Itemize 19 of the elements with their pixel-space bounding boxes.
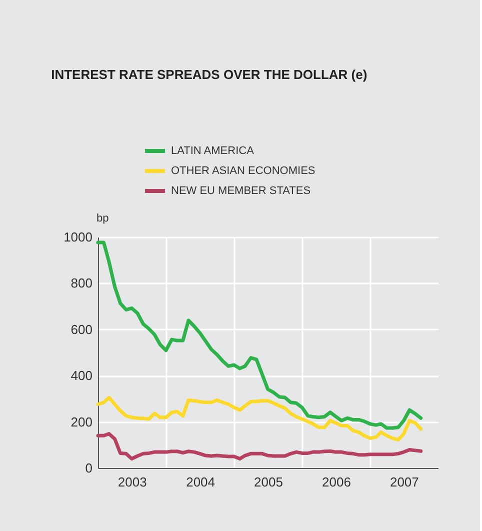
line-series	[96, 396, 423, 442]
y-tick-label: 600	[70, 322, 92, 337]
legend-label: LATIN AMERICA	[171, 145, 255, 157]
x-tick-label: 2005	[254, 474, 283, 490]
y-tick-label: 800	[70, 276, 92, 291]
line-series	[96, 432, 423, 461]
y-axis-title: bp	[96, 212, 109, 224]
x-tick-label: 2006	[322, 474, 351, 490]
legend-label: NEW EU MEMBER STATES	[171, 185, 311, 197]
x-tick-label: 2004	[186, 474, 215, 490]
y-tick-label: 200	[70, 414, 92, 430]
chart-title: INTEREST RATE SPREADS OVER THE DOLLAR (e)	[51, 67, 368, 82]
line-series	[96, 240, 423, 430]
y-tick-label: 1000	[64, 230, 92, 244]
legend-label: OTHER ASIAN ECONOMIES	[171, 165, 316, 177]
y-tick-label: 400	[70, 368, 92, 384]
y-tick-label: 0	[85, 460, 92, 476]
x-tick-label: 2007	[390, 474, 419, 490]
x-tick-label: 2003	[118, 474, 147, 490]
